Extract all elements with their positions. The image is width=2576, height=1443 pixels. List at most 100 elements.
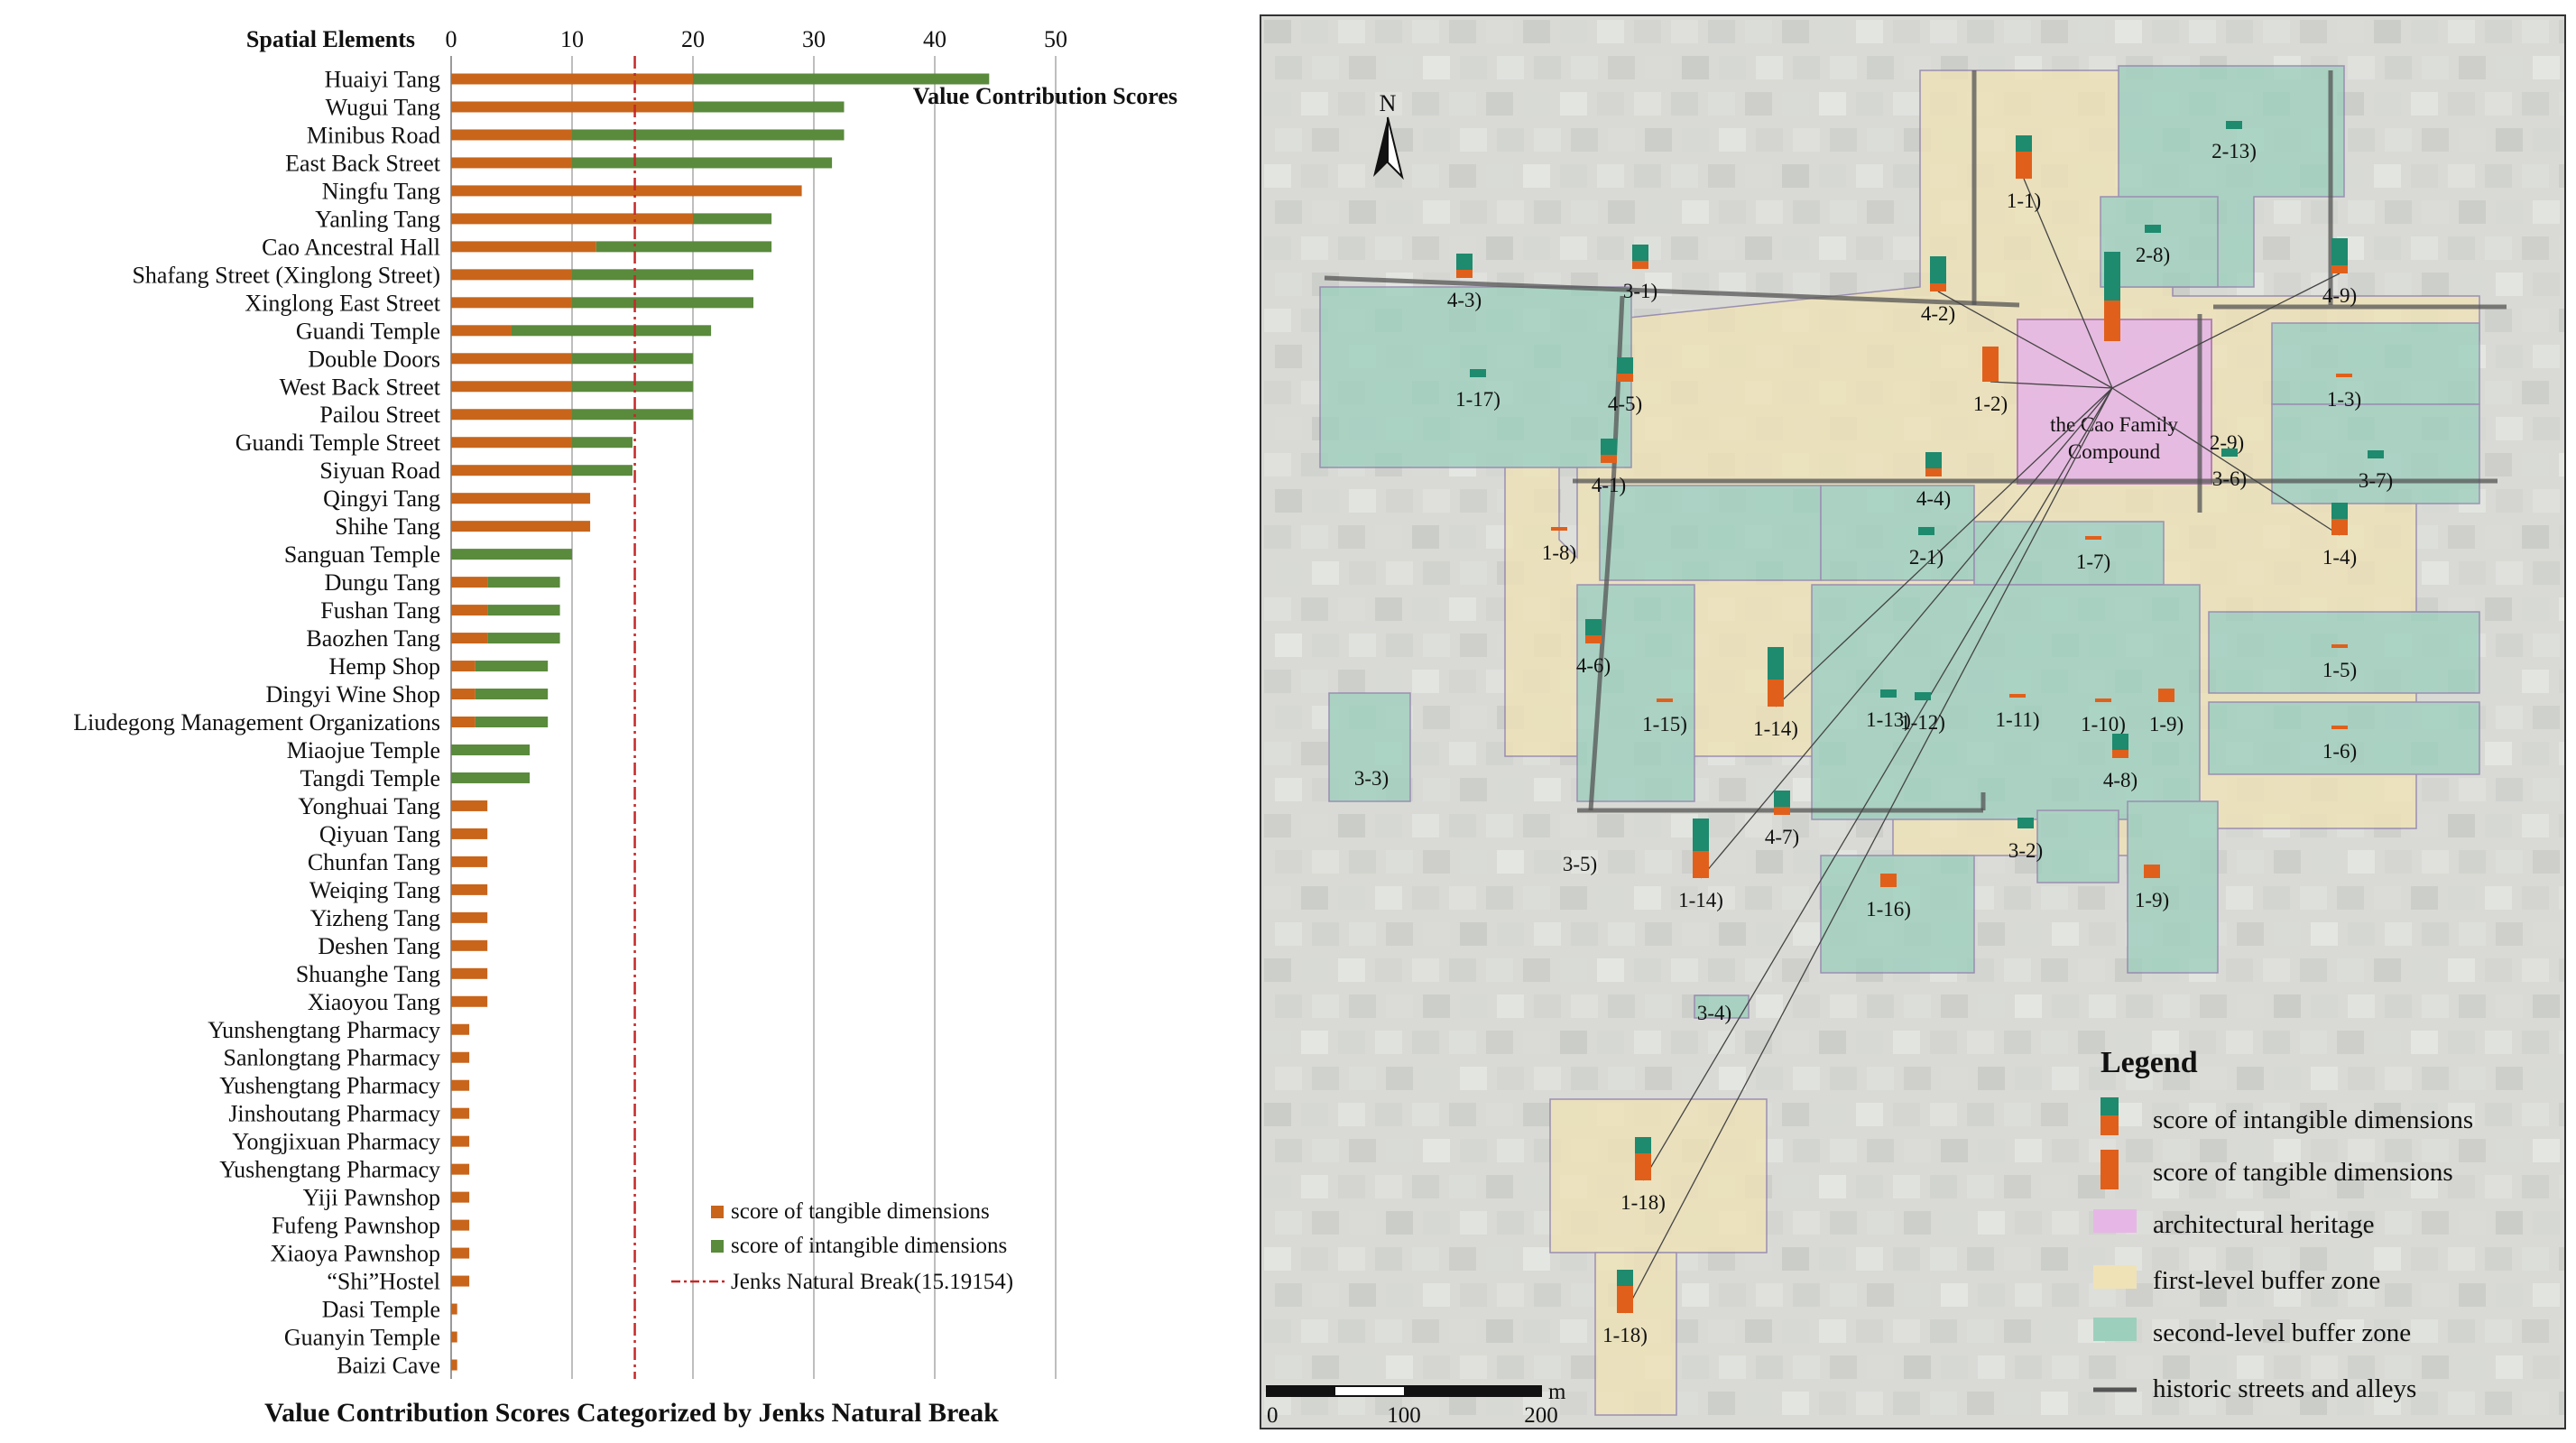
marker-intangible-bar <box>2016 135 2032 152</box>
map-block <box>2385 1067 2412 1090</box>
site-label: 4-4) <box>1916 487 1951 510</box>
map-block <box>1338 1319 1365 1343</box>
map-block <box>2385 850 2412 874</box>
map-block <box>2041 886 2068 910</box>
map-block <box>2189 1175 2216 1198</box>
map-block <box>2533 994 2560 1018</box>
map-block <box>1819 1319 1846 1343</box>
map-block <box>1930 1392 1957 1415</box>
map-block <box>1719 778 1746 801</box>
map-block <box>1312 1067 1339 1090</box>
bar-tangible <box>451 995 488 1007</box>
bar-intangible <box>451 744 531 755</box>
category-label: Yunshengtang Pharmacy <box>208 1017 440 1043</box>
map-block <box>2496 1139 2523 1162</box>
map-block <box>2522 20 2549 43</box>
map-block <box>1349 850 1376 874</box>
map-block <box>2337 1247 2364 1271</box>
site-label: 1-16) <box>1866 898 1911 920</box>
map-block <box>1275 345 1302 368</box>
map-block <box>1645 200 1672 224</box>
map-block <box>1682 1428 1709 1429</box>
map-block <box>1671 20 1698 43</box>
map-block <box>1941 1428 1968 1429</box>
map-block <box>2311 922 2338 946</box>
map-block <box>1534 850 1561 874</box>
map-block <box>2411 20 2438 43</box>
site-label: 1-10) <box>2081 713 2126 735</box>
map-block <box>1460 1211 1487 1235</box>
map-block <box>1930 1103 1957 1126</box>
buffer-zone-polygon <box>1594 1252 1677 1416</box>
map-block <box>1597 886 1624 910</box>
map-block <box>1930 1247 1957 1271</box>
map-block <box>1608 994 1635 1018</box>
map-block <box>2485 1319 2512 1343</box>
bar-tangible <box>451 1275 470 1287</box>
map-block <box>1275 1355 1302 1379</box>
legend-item-label: score of tangible dimensions <box>2153 1158 2453 1187</box>
map-block <box>2448 958 2475 982</box>
map-block <box>1423 1139 1450 1162</box>
map-block <box>1745 1319 1772 1343</box>
bar-tangible <box>451 129 572 141</box>
marker-tangible-bar <box>2104 301 2120 341</box>
map-block <box>1856 20 1883 43</box>
site-label: 4-5) <box>1608 393 1642 415</box>
map-block <box>2522 381 2549 404</box>
map-block <box>1264 525 1291 549</box>
category-label: Qiyuan Tang <box>319 821 440 847</box>
marker-tangible-bar <box>2112 750 2128 758</box>
map-block <box>2522 92 2549 116</box>
map-block <box>2237 994 2264 1018</box>
map-block <box>1523 1319 1550 1343</box>
map-block <box>1275 1211 1302 1235</box>
map-block <box>2385 1428 2412 1429</box>
map-block <box>2385 200 2412 224</box>
bar-tangible <box>451 381 572 393</box>
marker-tangible-bar <box>1635 1153 1651 1180</box>
map-block <box>1978 1283 2005 1307</box>
map-block <box>2533 489 2560 513</box>
map-block <box>1708 164 1735 188</box>
map-block <box>2411 1031 2438 1054</box>
map-block <box>2274 1211 2301 1235</box>
marker-tangible-bar <box>1632 261 1648 269</box>
map-block <box>1534 200 1561 224</box>
map-block <box>1423 850 1450 874</box>
map-block <box>2348 922 2375 946</box>
bar-intangible <box>572 129 845 141</box>
category-label: Xinglong East Street <box>245 290 440 316</box>
map-block <box>1534 778 1561 801</box>
map-block <box>1301 236 1328 260</box>
map-block <box>1264 1031 1291 1054</box>
bar-intangible <box>475 689 549 700</box>
marker-intangible-bar <box>1470 369 1486 377</box>
map-block <box>2522 670 2549 693</box>
map-block <box>2163 1139 2190 1162</box>
category-label: Tangdi Temple <box>300 765 440 791</box>
map-canvas: the Cao Family Compound 1-1) 2-13) 2-8) 4-3) 3… <box>1261 16 2564 1429</box>
map-block <box>2533 1355 2560 1379</box>
map-block <box>1338 164 1365 188</box>
category-label: Shuanghe Tang <box>296 961 440 987</box>
map-block <box>2052 1139 2079 1162</box>
buffer-zone-polygon <box>1576 584 1695 802</box>
buffer-zone-polygon <box>1599 485 1822 581</box>
map-block <box>2496 345 2523 368</box>
legend-swatch-tangible <box>711 1206 724 1218</box>
marker-tangible-bar <box>2331 519 2348 535</box>
map-block <box>1449 597 1476 621</box>
map-block <box>2226 1392 2253 1415</box>
map-block <box>1893 1247 1920 1271</box>
map-block <box>2152 1247 2179 1271</box>
map-block <box>1338 1175 1365 1198</box>
map-block <box>2374 1247 2401 1271</box>
map-block <box>1386 561 1413 585</box>
map-block <box>1497 1211 1524 1235</box>
map-block <box>1867 1211 1894 1235</box>
map-block <box>2041 1392 2068 1415</box>
marker-tangible-bar <box>1601 455 1617 463</box>
site-label: 1-11) <box>1996 708 2040 731</box>
map-block <box>1412 742 1439 765</box>
